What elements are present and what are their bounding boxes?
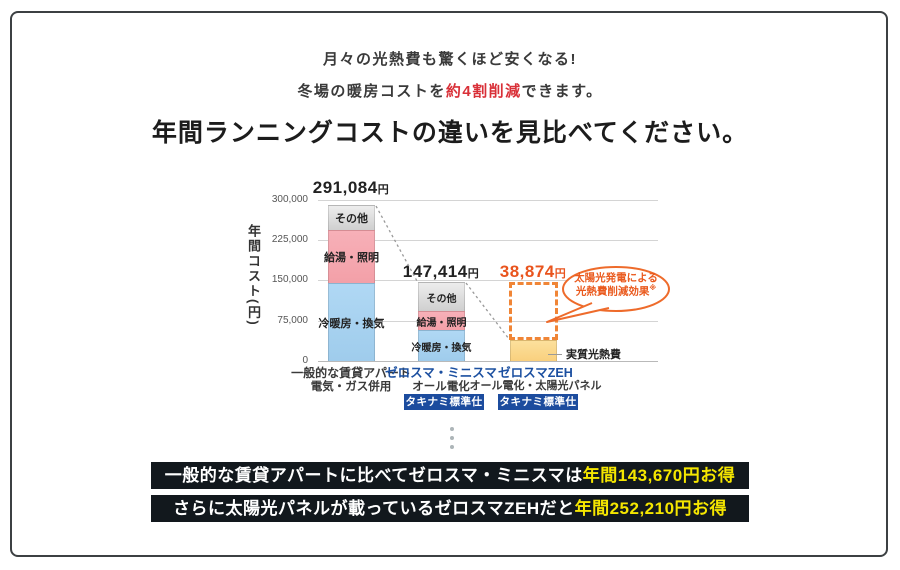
bar2-segment-hotwater-lighting: 給湯・照明 — [416, 311, 467, 330]
bar2-segment-other-label: その他 — [426, 293, 457, 305]
bar2-takinami-badge: タキナミ標準仕様 — [404, 394, 484, 424]
page-title: 年間ランニングコストの違いを見比べてください。 — [151, 119, 749, 147]
bar2-segment-hotwater-lighting-label: 給湯・照明 — [416, 317, 467, 329]
bar3-takinami-badge: タキナミ標準仕様 — [498, 394, 578, 424]
bar3-label-line1: ゼロスマZEH — [498, 366, 573, 380]
subtitle-line2: 冬場の暖房コストを約4割削減できます。 — [0, 80, 900, 101]
bar3-total-label: 38,874円 — [458, 262, 608, 282]
ytick-300000: 300,000 — [271, 194, 308, 205]
ellipsis-dots — [450, 427, 454, 449]
bar1-segment-hvac-label: 冷暖房・換気 — [318, 317, 385, 330]
bar-zerosuma-minisuma: その他 給湯・照明 冷暖房・換気 — [412, 282, 472, 361]
bar2-segment-hvac-label: 冷暖房・換気 — [411, 342, 472, 354]
bar1-segment-hvac: 冷暖房・換気 — [319, 283, 385, 361]
solar-note-mark: ※ — [649, 285, 657, 293]
bar3-total-unit: 円 — [554, 268, 567, 280]
gridline-150000 — [318, 280, 658, 281]
page-border — [10, 11, 888, 557]
bar1-category-label: 一般的な賃貸アパート 電気・ガス併用 — [271, 367, 431, 393]
ytick-75000: 75,000 — [277, 315, 308, 326]
subtitle-line2-highlight: 約4割削減 — [445, 83, 522, 100]
bar1-total-unit: 円 — [377, 184, 390, 196]
bar1-segment-hotwater-lighting-label: 給湯・照明 — [324, 252, 379, 264]
bar1-label-line1: 一般的な賃貸アパート — [291, 366, 411, 380]
subtitle-line1-text: 月々の光熱費も驚くほど安くなる! — [323, 51, 577, 68]
savings-banner-minisuma: 一般的な賃貸アパートに比べてゼロスマ・ミニスマは年間143,670円お得 — [151, 462, 749, 489]
ytick-0: 0 — [302, 355, 308, 366]
solar-reduction-dashed-box — [509, 282, 558, 340]
bar2-category-label: ゼロスマ・ミニスマ オール電化 — [371, 366, 511, 394]
bar2-label-line2: オール電化 — [412, 381, 470, 394]
ytick-150000: 150,000 — [271, 274, 308, 285]
subtitle-line1: 月々の光熱費も驚くほど安くなる! — [0, 48, 900, 69]
banner1-highlight-text: 年間143,670円お得 — [582, 466, 736, 485]
bar1-segment-hotwater-lighting: 給湯・照明 — [324, 230, 379, 283]
bar-general-apartment: その他 給湯・照明 冷暖房・換気 — [319, 205, 385, 361]
x-axis-line — [318, 361, 658, 362]
ytick-225000: 225,000 — [271, 234, 308, 245]
gridline-225000 — [318, 240, 658, 241]
bar2-label-line1: ゼロスマ・ミニスマ — [385, 366, 497, 380]
solar-note-line1: 太陽光発電による — [574, 272, 658, 284]
subtitle-line2-prefix: 冬場の暖房コストを — [297, 83, 446, 100]
effective-cost-label: 実質光熱費 — [548, 346, 621, 362]
savings-banner-zeh: さらに太陽光パネルが載っているゼロスマZEHだと年間252,210円お得 — [151, 495, 749, 522]
gridline-300000 — [318, 200, 658, 201]
bar2-total-label: 147,414円 — [366, 262, 516, 282]
bar3-segment-effective-cost — [510, 340, 557, 361]
bar1-total-value: 291,084 — [312, 178, 378, 197]
bar1-label-line2: 電気・ガス併用 — [310, 380, 392, 393]
banner1-plain-text: 一般的な賃貸アパートに比べてゼロスマ・ミニスマは — [164, 466, 583, 485]
bar2-segment-hvac: 冷暖房・換気 — [412, 330, 472, 361]
bar2-total-unit: 円 — [467, 268, 480, 280]
bar1-segment-other-label: その他 — [335, 213, 368, 225]
y-axis-title: 年間コスト(円) — [246, 224, 261, 327]
bar3-label-line2: オール電化・太陽光パネル — [469, 380, 602, 393]
subtitle-line2-suffix: できます。 — [521, 83, 603, 100]
solar-note-text: 太陽光発電による 光熱費削減効果※ — [564, 272, 668, 299]
bar2-total-value: 147,414 — [402, 262, 468, 281]
bar1-total-label: 291,084円 — [276, 178, 426, 198]
bar2-segment-other: その他 — [418, 282, 465, 311]
bar3-category-label: ゼロスマZEH オール電化・太陽光パネル — [453, 366, 618, 393]
banner2-highlight-text: 年間252,210円お得 — [574, 499, 728, 518]
bar1-segment-other: その他 — [328, 205, 375, 230]
effective-cost-dash — [548, 353, 562, 355]
bar-zerosuma-zeh — [510, 340, 557, 361]
solar-note-line2: 光熱費削減効果 — [575, 285, 650, 298]
bar3-total-value: 38,874 — [499, 262, 555, 281]
effective-cost-text: 実質光熱費 — [566, 349, 621, 361]
banner2-plain-text: さらに太陽光パネルが載っているゼロスマZEHだと — [172, 499, 575, 518]
